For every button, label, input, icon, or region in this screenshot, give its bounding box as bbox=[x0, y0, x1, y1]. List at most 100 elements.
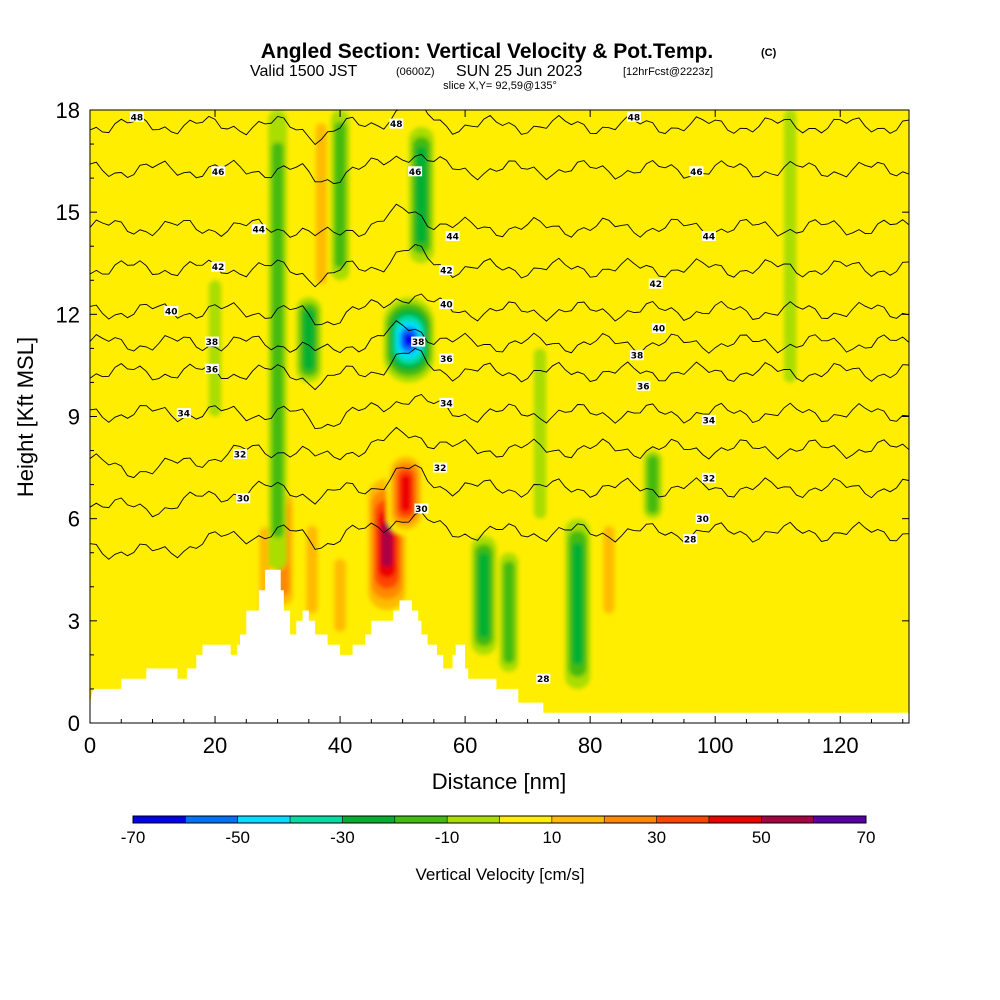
x-tick-label: 120 bbox=[822, 733, 859, 758]
contour-label-box bbox=[701, 231, 716, 241]
chart-title: Angled Section: Vertical Velocity & Pot.… bbox=[261, 40, 713, 63]
contour-label: 36 bbox=[637, 382, 650, 392]
contour-label: 46 bbox=[409, 168, 422, 178]
contour-label: 48 bbox=[390, 120, 403, 130]
contour-label-box bbox=[433, 462, 448, 473]
contour-label: 32 bbox=[234, 451, 247, 461]
downdraft-core bbox=[303, 309, 315, 371]
updraft-core bbox=[727, 620, 741, 689]
x-tick-label: 0 bbox=[84, 733, 96, 758]
contour-label-box bbox=[536, 673, 551, 684]
colorbar-swatch bbox=[394, 816, 448, 823]
slice-info: slice X,Y= 92,59@135° bbox=[443, 80, 557, 92]
colorbar-tick-label: 30 bbox=[647, 828, 666, 847]
downdraft-core bbox=[533, 348, 547, 519]
contour-label: 48 bbox=[628, 113, 641, 123]
theta-contour-34 bbox=[90, 393, 909, 430]
contour-label-box bbox=[683, 534, 698, 545]
contour-label: 28 bbox=[537, 675, 550, 685]
x-tick-label: 40 bbox=[328, 733, 352, 758]
x-axis: 0 20 40 60 80 100 120 bbox=[84, 110, 904, 758]
contour-label-box bbox=[411, 336, 426, 347]
theta-contour-46 bbox=[90, 153, 909, 185]
utc-time: (0600Z) bbox=[396, 66, 435, 78]
contour-label: 28 bbox=[684, 536, 697, 546]
contour-label-box bbox=[233, 449, 247, 459]
downdraft-core bbox=[478, 552, 490, 639]
colorbar-label: Vertical Velocity [cm/s] bbox=[415, 865, 584, 884]
contour-label: 32 bbox=[703, 474, 716, 484]
colorbar-tick-label: -30 bbox=[330, 828, 355, 847]
contour-label-box bbox=[439, 299, 454, 310]
contour-label: 34 bbox=[440, 399, 453, 409]
y-tick-label: 18 bbox=[56, 98, 80, 123]
theta-contour-48 bbox=[90, 110, 909, 146]
colorbar-swatch bbox=[342, 816, 396, 823]
colorbar-swatch bbox=[237, 816, 291, 823]
colorbar-tick-label: 70 bbox=[857, 828, 876, 847]
theta-contour-44 bbox=[90, 203, 909, 238]
contour-label: 42 bbox=[212, 263, 225, 273]
contour-label-box bbox=[439, 265, 454, 276]
colorbar-swatch bbox=[447, 816, 500, 823]
colorbar-tick-label: 50 bbox=[752, 828, 771, 847]
y-tick-label: 3 bbox=[68, 609, 80, 634]
x-tick-label: 20 bbox=[203, 733, 227, 758]
updraft-core bbox=[315, 123, 328, 285]
contour-label: 44 bbox=[703, 233, 716, 243]
contour-labels: 48 48 48 46 46 46 44 44 44 42 42 42 40 40 40 38 38 38 36 36… bbox=[129, 111, 716, 685]
colorbar-swatch bbox=[656, 816, 710, 823]
y-axis-label: Height [Kft MSL] bbox=[13, 337, 38, 497]
contour-label-box bbox=[648, 278, 663, 289]
colorbar-swatch bbox=[290, 816, 343, 823]
downdraft-core bbox=[271, 142, 284, 538]
contour-label-box bbox=[701, 472, 716, 483]
contour-label: 46 bbox=[690, 168, 703, 178]
contour-label-box bbox=[176, 408, 191, 419]
contour-label-box bbox=[129, 111, 144, 122]
downdraft-core bbox=[503, 561, 515, 664]
contour-label-box bbox=[408, 166, 423, 177]
forecast-info: [12hrFcst@2223z] bbox=[623, 66, 713, 78]
y-tick-label: 6 bbox=[68, 507, 80, 532]
theta-contour-28 bbox=[90, 511, 909, 560]
updraft-core bbox=[446, 178, 459, 349]
updraft-core bbox=[334, 558, 346, 632]
colorbar: -70 -50 -30 -10 10 30 50 70 bbox=[121, 815, 876, 847]
x-tick-label: 60 bbox=[453, 733, 477, 758]
colorbar-tick-label: -70 bbox=[121, 828, 146, 847]
colorbar-swatch bbox=[604, 816, 658, 823]
colorbar-tick-label: 10 bbox=[542, 828, 561, 847]
theta-contour-30 bbox=[90, 464, 909, 518]
contour-label: 38 bbox=[206, 338, 219, 348]
contour-label: 40 bbox=[653, 325, 666, 335]
colorbar-swatch bbox=[551, 816, 605, 823]
y-tick-label: 15 bbox=[56, 200, 80, 225]
colorbar-tick-label: -50 bbox=[225, 828, 250, 847]
contour-label: 42 bbox=[650, 280, 663, 290]
contour-label-box bbox=[439, 353, 454, 364]
contour-label-box bbox=[251, 224, 266, 235]
contour-label-box bbox=[630, 350, 644, 361]
contour-label-box bbox=[651, 323, 666, 333]
downdraft-core bbox=[208, 280, 222, 417]
contour-label: 34 bbox=[703, 416, 716, 426]
contour-label: 42 bbox=[440, 267, 453, 277]
contour-label: 30 bbox=[415, 505, 428, 515]
contour-label-box bbox=[445, 231, 460, 241]
colorbar-tick-label: -10 bbox=[435, 828, 460, 847]
contour-label-box bbox=[701, 414, 716, 425]
colorbar-swatch bbox=[708, 816, 762, 823]
contour-label-box bbox=[211, 261, 226, 272]
contour-label-box bbox=[204, 336, 219, 347]
theta-contours bbox=[90, 110, 909, 560]
contour-label: 44 bbox=[253, 226, 266, 236]
theta-contour-42 bbox=[90, 244, 909, 288]
updraft-core bbox=[821, 586, 834, 655]
contour-label: 38 bbox=[412, 338, 425, 348]
plot-area: 48 48 48 46 46 46 44 44 44 42 42 42 40 40 40 38 38 38 36 36… bbox=[90, 110, 909, 723]
theta-contour-36 bbox=[90, 347, 909, 391]
colorbar-swatch bbox=[813, 816, 867, 823]
x-tick-label: 80 bbox=[578, 733, 602, 758]
contour-label-box bbox=[389, 118, 404, 129]
